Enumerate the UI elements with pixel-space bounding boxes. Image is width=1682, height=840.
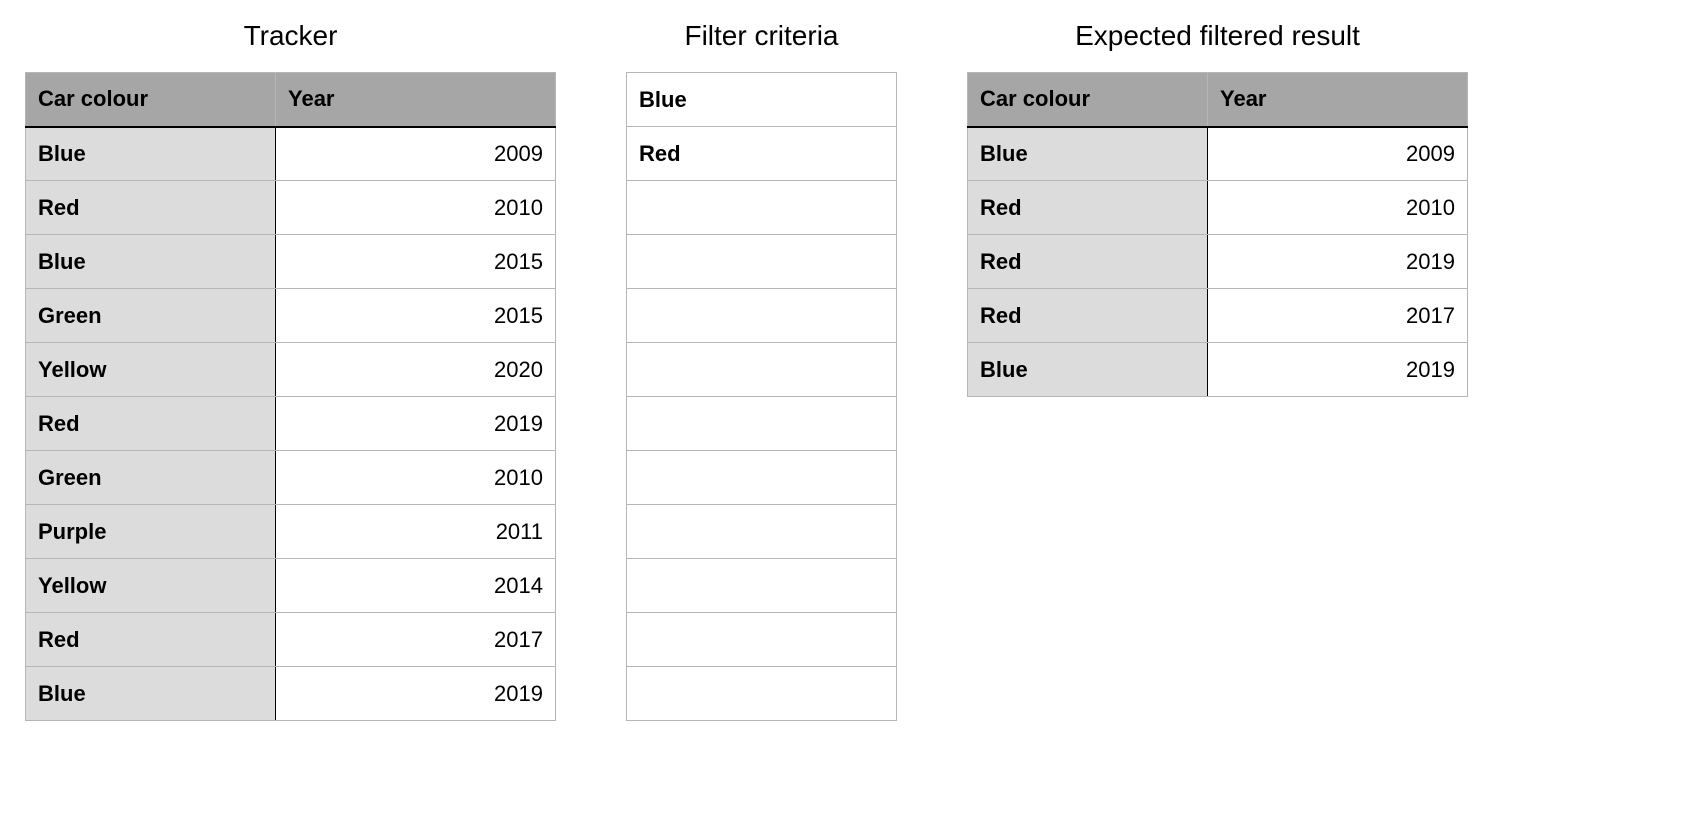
table-row bbox=[627, 505, 897, 559]
table-row bbox=[627, 343, 897, 397]
tracker-year: 2015 bbox=[276, 235, 556, 289]
filter-body: Blue Red bbox=[627, 73, 897, 721]
filter-value bbox=[627, 289, 897, 343]
table-row bbox=[627, 451, 897, 505]
tracker-colour: Red bbox=[26, 181, 276, 235]
tracker-colour: Purple bbox=[26, 505, 276, 559]
tracker-year: 2020 bbox=[276, 343, 556, 397]
table-row: Red2010 bbox=[968, 181, 1468, 235]
table-row: Yellow2014 bbox=[26, 559, 556, 613]
table-row: Red2019 bbox=[968, 235, 1468, 289]
tracker-year: 2014 bbox=[276, 559, 556, 613]
tracker-colour: Blue bbox=[26, 127, 276, 181]
filter-value bbox=[627, 505, 897, 559]
tracker-table: Car colour Year Blue2009 Red2010 Blue201… bbox=[25, 72, 556, 721]
table-row: Blue2019 bbox=[26, 667, 556, 721]
tracker-year: 2019 bbox=[276, 667, 556, 721]
result-section: Expected filtered result Car colour Year… bbox=[967, 20, 1468, 397]
tracker-header-year: Year bbox=[276, 73, 556, 127]
filter-section: Filter criteria Blue Red bbox=[626, 20, 897, 721]
tracker-colour: Blue bbox=[26, 667, 276, 721]
result-header-colour: Car colour bbox=[968, 73, 1208, 127]
tracker-year: 2009 bbox=[276, 127, 556, 181]
table-row: Blue2009 bbox=[26, 127, 556, 181]
table-row bbox=[627, 559, 897, 613]
table-row: Red2017 bbox=[968, 289, 1468, 343]
tracker-year: 2017 bbox=[276, 613, 556, 667]
table-row: Purple2011 bbox=[26, 505, 556, 559]
table-row: Yellow2020 bbox=[26, 343, 556, 397]
filter-value: Blue bbox=[627, 73, 897, 127]
filter-value bbox=[627, 397, 897, 451]
table-row bbox=[627, 289, 897, 343]
table-row bbox=[627, 181, 897, 235]
tracker-section: Tracker Car colour Year Blue2009 Red2010… bbox=[25, 20, 556, 721]
result-colour: Blue bbox=[968, 343, 1208, 397]
result-year: 2010 bbox=[1208, 181, 1468, 235]
result-title: Expected filtered result bbox=[1075, 20, 1360, 52]
tracker-year: 2019 bbox=[276, 397, 556, 451]
tracker-year: 2010 bbox=[276, 181, 556, 235]
result-colour: Red bbox=[968, 181, 1208, 235]
filter-value: Red bbox=[627, 127, 897, 181]
table-row: Red bbox=[627, 127, 897, 181]
filter-value bbox=[627, 451, 897, 505]
tracker-colour: Red bbox=[26, 613, 276, 667]
filter-value bbox=[627, 235, 897, 289]
filter-value bbox=[627, 343, 897, 397]
result-colour: Red bbox=[968, 289, 1208, 343]
filter-value bbox=[627, 559, 897, 613]
result-table: Car colour Year Blue2009 Red2010 Red2019… bbox=[967, 72, 1468, 397]
layout-wrap: Tracker Car colour Year Blue2009 Red2010… bbox=[25, 20, 1657, 721]
tracker-colour: Green bbox=[26, 451, 276, 505]
table-row: Blue2019 bbox=[968, 343, 1468, 397]
tracker-header-colour: Car colour bbox=[26, 73, 276, 127]
table-row bbox=[627, 397, 897, 451]
tracker-colour: Green bbox=[26, 289, 276, 343]
result-colour: Red bbox=[968, 235, 1208, 289]
result-year: 2019 bbox=[1208, 343, 1468, 397]
result-colour: Blue bbox=[968, 127, 1208, 181]
tracker-year: 2011 bbox=[276, 505, 556, 559]
filter-table: Blue Red bbox=[626, 72, 897, 721]
tracker-title: Tracker bbox=[244, 20, 338, 52]
filter-value bbox=[627, 181, 897, 235]
tracker-body: Blue2009 Red2010 Blue2015 Green2015 Yell… bbox=[26, 127, 556, 721]
result-year: 2019 bbox=[1208, 235, 1468, 289]
filter-value bbox=[627, 667, 897, 721]
table-row: Red2017 bbox=[26, 613, 556, 667]
table-row bbox=[627, 613, 897, 667]
tracker-year: 2015 bbox=[276, 289, 556, 343]
result-body: Blue2009 Red2010 Red2019 Red2017 Blue201… bbox=[968, 127, 1468, 397]
filter-title: Filter criteria bbox=[684, 20, 838, 52]
tracker-year: 2010 bbox=[276, 451, 556, 505]
table-row: Blue2015 bbox=[26, 235, 556, 289]
tracker-colour: Yellow bbox=[26, 343, 276, 397]
result-year: 2009 bbox=[1208, 127, 1468, 181]
result-year: 2017 bbox=[1208, 289, 1468, 343]
table-row: Green2015 bbox=[26, 289, 556, 343]
result-header-year: Year bbox=[1208, 73, 1468, 127]
table-row: Blue bbox=[627, 73, 897, 127]
table-row: Blue2009 bbox=[968, 127, 1468, 181]
table-row bbox=[627, 235, 897, 289]
filter-value bbox=[627, 613, 897, 667]
tracker-colour: Yellow bbox=[26, 559, 276, 613]
table-row: Red2010 bbox=[26, 181, 556, 235]
tracker-colour: Red bbox=[26, 397, 276, 451]
table-row: Red2019 bbox=[26, 397, 556, 451]
tracker-colour: Blue bbox=[26, 235, 276, 289]
table-row: Green2010 bbox=[26, 451, 556, 505]
table-row bbox=[627, 667, 897, 721]
